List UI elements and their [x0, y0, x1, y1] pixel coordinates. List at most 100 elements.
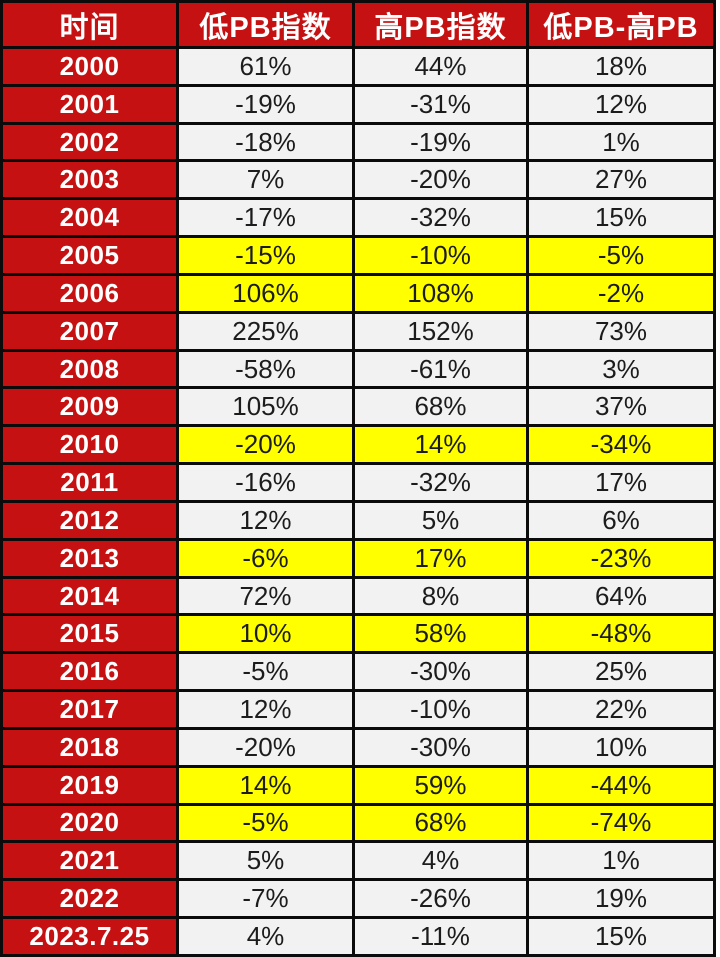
- diff-cell: -2%: [526, 272, 716, 314]
- table-row: 2010 -20% 14% -34%: [0, 424, 716, 466]
- diff-cell: 64%: [526, 575, 716, 617]
- low-pb-cell: 5%: [176, 840, 355, 882]
- table-row: 2011 -16% -32% 17%: [0, 462, 716, 503]
- diff-cell: 1%: [526, 121, 716, 163]
- diff-cell: 17%: [526, 462, 716, 503]
- year-cell: 2014: [0, 575, 179, 617]
- diff-cell: 15%: [526, 197, 716, 239]
- table-row: 2016 -5% -30% 25%: [0, 651, 716, 693]
- year-cell: 2002: [0, 121, 179, 163]
- low-pb-cell: -15%: [176, 235, 355, 276]
- table-row: 2019 14% 59% -44%: [0, 764, 716, 806]
- high-pb-cell: -26%: [352, 878, 529, 920]
- year-cell: 2009: [0, 386, 179, 428]
- header-row: 时间 低PB指数 高PB指数 低PB-高PB: [0, 0, 716, 49]
- low-pb-cell: 106%: [176, 272, 355, 314]
- year-cell: 2001: [0, 83, 179, 125]
- low-pb-cell: -17%: [176, 197, 355, 239]
- diff-cell: 15%: [526, 916, 716, 957]
- col-header-low-minus-high: 低PB-高PB: [526, 0, 716, 49]
- year-cell: 2023.7.25: [0, 916, 179, 957]
- low-pb-cell: -19%: [176, 83, 355, 125]
- low-pb-cell: -6%: [176, 537, 355, 579]
- year-cell: 2015: [0, 613, 179, 655]
- high-pb-cell: 68%: [352, 386, 529, 428]
- high-pb-cell: 152%: [352, 310, 529, 352]
- year-cell: 2005: [0, 235, 179, 276]
- table-row: 2015 10% 58% -48%: [0, 613, 716, 655]
- high-pb-cell: -61%: [352, 348, 529, 390]
- diff-cell: 6%: [526, 499, 716, 541]
- high-pb-cell: 58%: [352, 613, 529, 655]
- low-pb-cell: 12%: [176, 689, 355, 730]
- high-pb-cell: -31%: [352, 83, 529, 125]
- year-cell: 2016: [0, 651, 179, 693]
- table-row: 2007 225% 152% 73%: [0, 310, 716, 352]
- low-pb-cell: 4%: [176, 916, 355, 957]
- table-row: 2022 -7% -26% 19%: [0, 878, 716, 920]
- high-pb-cell: 59%: [352, 764, 529, 806]
- table-row: 2023.7.25 4% -11% 15%: [0, 916, 716, 957]
- year-cell: 2022: [0, 878, 179, 920]
- high-pb-cell: -19%: [352, 121, 529, 163]
- col-header-high-pb: 高PB指数: [352, 0, 529, 49]
- low-pb-cell: 10%: [176, 613, 355, 655]
- high-pb-cell: -30%: [352, 726, 529, 768]
- year-cell: 2018: [0, 726, 179, 768]
- low-pb-cell: 12%: [176, 499, 355, 541]
- year-cell: 2011: [0, 462, 179, 503]
- high-pb-cell: -10%: [352, 235, 529, 276]
- diff-cell: 25%: [526, 651, 716, 693]
- year-cell: 2004: [0, 197, 179, 239]
- low-pb-cell: -18%: [176, 121, 355, 163]
- high-pb-cell: -32%: [352, 462, 529, 503]
- low-pb-cell: 7%: [176, 159, 355, 201]
- table-row: 2008 -58% -61% 3%: [0, 348, 716, 390]
- diff-cell: 1%: [526, 840, 716, 882]
- year-cell: 2019: [0, 764, 179, 806]
- high-pb-cell: 14%: [352, 424, 529, 466]
- table-row: 2013 -6% 17% -23%: [0, 537, 716, 579]
- diff-cell: 12%: [526, 83, 716, 125]
- year-cell: 2008: [0, 348, 179, 390]
- col-header-time: 时间: [0, 0, 179, 49]
- year-cell: 2003: [0, 159, 179, 201]
- table-row: 2012 12% 5% 6%: [0, 499, 716, 541]
- diff-cell: 37%: [526, 386, 716, 428]
- low-pb-cell: 225%: [176, 310, 355, 352]
- low-pb-cell: -5%: [176, 802, 355, 844]
- table-row: 2004 -17% -32% 15%: [0, 197, 716, 239]
- diff-cell: -34%: [526, 424, 716, 466]
- diff-cell: 3%: [526, 348, 716, 390]
- diff-cell: 27%: [526, 159, 716, 201]
- diff-cell: 19%: [526, 878, 716, 920]
- low-pb-cell: 105%: [176, 386, 355, 428]
- low-pb-cell: -58%: [176, 348, 355, 390]
- diff-cell: -44%: [526, 764, 716, 806]
- diff-cell: 73%: [526, 310, 716, 352]
- year-cell: 2006: [0, 272, 179, 314]
- high-pb-cell: -20%: [352, 159, 529, 201]
- table-row: 2006 106% 108% -2%: [0, 272, 716, 314]
- col-header-low-pb: 低PB指数: [176, 0, 355, 49]
- high-pb-cell: -30%: [352, 651, 529, 693]
- high-pb-cell: 8%: [352, 575, 529, 617]
- year-cell: 2000: [0, 46, 179, 87]
- low-pb-cell: -5%: [176, 651, 355, 693]
- high-pb-cell: -32%: [352, 197, 529, 239]
- year-cell: 2017: [0, 689, 179, 730]
- year-cell: 2007: [0, 310, 179, 352]
- year-cell: 2021: [0, 840, 179, 882]
- low-pb-cell: 61%: [176, 46, 355, 87]
- high-pb-cell: 44%: [352, 46, 529, 87]
- low-pb-cell: -20%: [176, 424, 355, 466]
- table-row: 2014 72% 8% 64%: [0, 575, 716, 617]
- table-body: 2000 61% 44% 18% 2001 -19% -31% 12% 2002 -18% -19%…: [0, 46, 716, 957]
- diff-cell: -23%: [526, 537, 716, 579]
- table-row: 2003 7% -20% 27%: [0, 159, 716, 201]
- table-row: 2018 -20% -30% 10%: [0, 726, 716, 768]
- high-pb-cell: 108%: [352, 272, 529, 314]
- high-pb-cell: -10%: [352, 689, 529, 730]
- diff-cell: -48%: [526, 613, 716, 655]
